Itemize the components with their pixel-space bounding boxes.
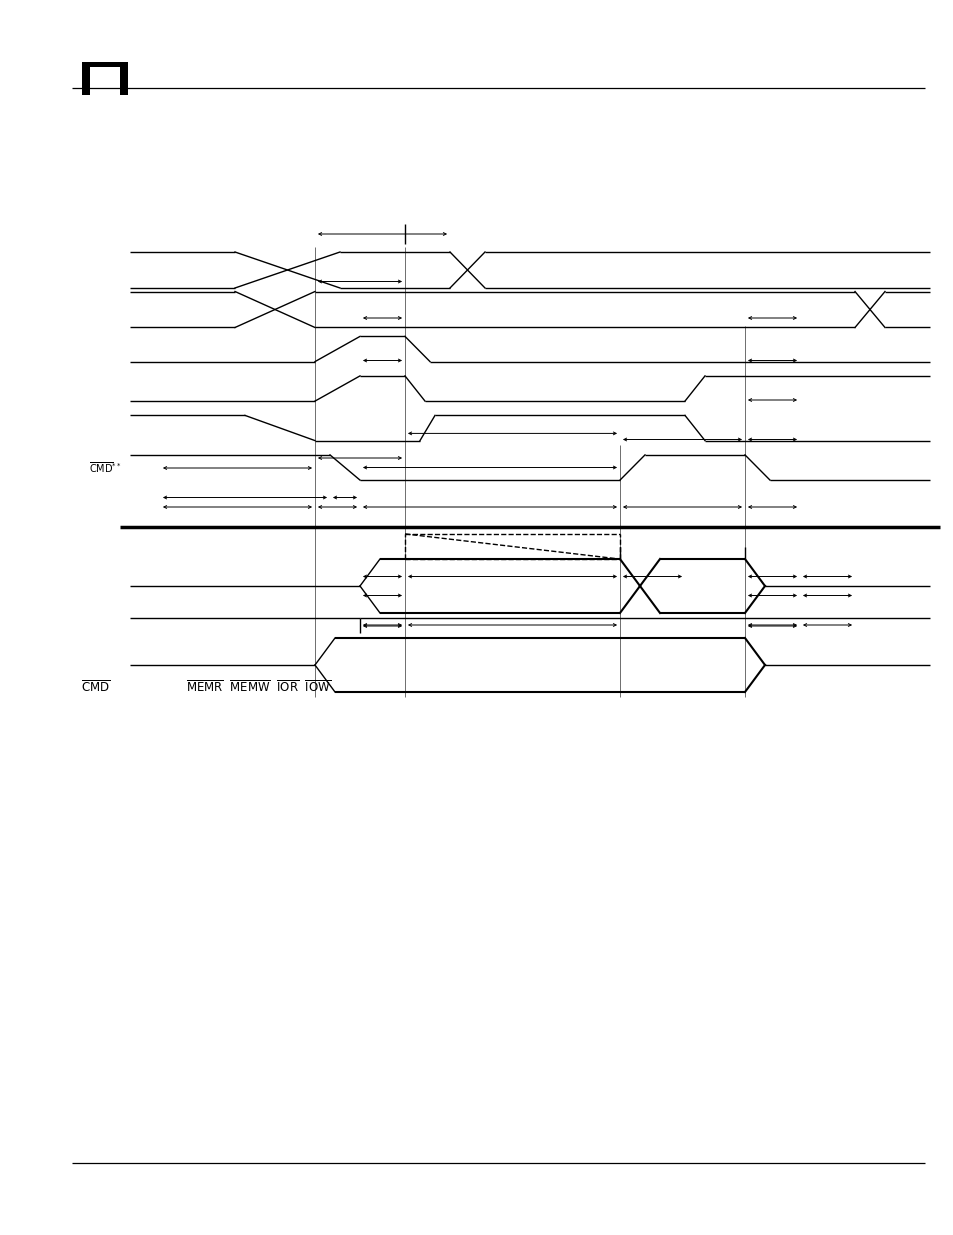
Text: $\overline{\rm MEMR}\ \ \overline{\rm MEMW}\ \ \overline{\rm IOR}\ \ \overline{\: $\overline{\rm MEMR}\ \ \overline{\rm ME…: [186, 680, 331, 695]
Text: $\overline{\rm CMD}$: $\overline{\rm CMD}$: [81, 680, 111, 695]
Polygon shape: [94, 67, 116, 72]
Text: $\overline{\rm CMD}^{**}$: $\overline{\rm CMD}^{**}$: [90, 461, 122, 475]
Polygon shape: [82, 62, 128, 95]
